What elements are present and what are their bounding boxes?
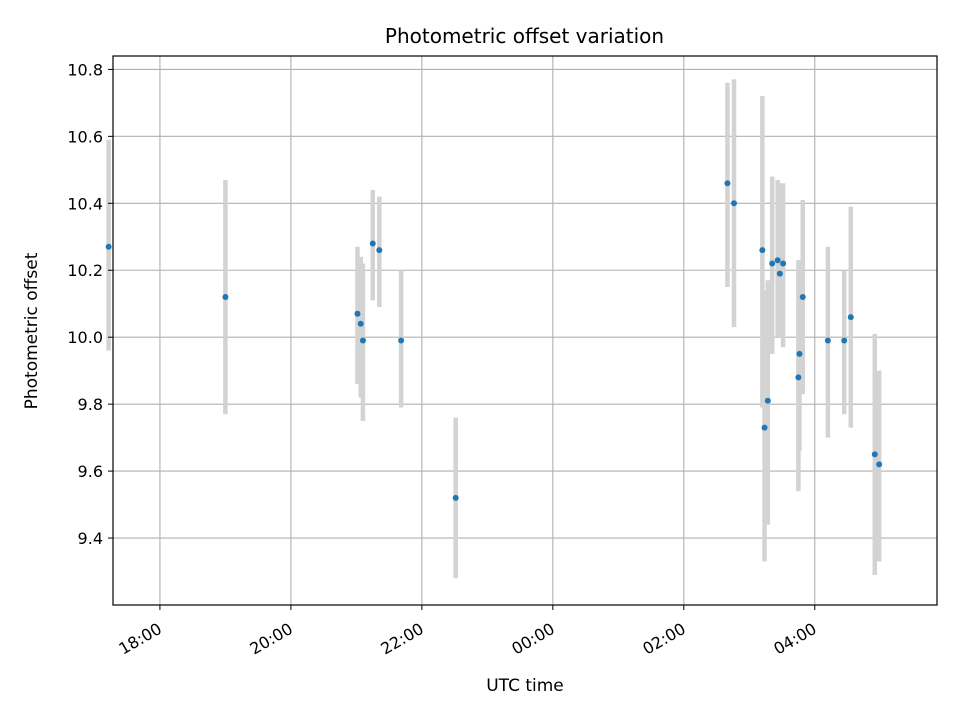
y-axis-ticks: 9.4 9.6 9.8 10.0 10.2 10.4 10.6 10.8 [67,60,113,548]
y-tick-label: 10.8 [67,60,103,79]
data-point [799,294,806,301]
data-point [731,200,738,207]
data-point [359,337,366,344]
grid [113,56,937,605]
data-point [824,337,831,344]
data-point [780,260,787,267]
data-point [841,337,848,344]
data-point [376,247,383,254]
y-tick-label: 10.6 [67,127,103,146]
y-tick-label: 9.6 [78,462,103,481]
data-point [398,337,405,344]
y-tick-label: 10.4 [67,194,103,213]
data-point [796,350,803,357]
data-point [222,294,229,301]
data-point [354,310,361,317]
y-axis-label: Photometric offset [22,252,42,409]
y-tick-label: 9.8 [78,395,103,414]
data-point [847,314,854,321]
data-point [759,247,766,254]
data-point [369,240,376,247]
data-point [776,270,783,277]
data-point [774,257,781,264]
data-point [795,374,802,381]
data-point [769,260,776,267]
x-axis-label: UTC time [486,676,564,696]
y-tick-label: 10.2 [67,261,103,280]
data-point [105,243,112,250]
chart-title: Photometric offset variation [385,24,664,48]
data-point [452,494,459,501]
data-point [876,461,883,468]
y-tick-label: 10.0 [67,328,103,347]
data-points [105,180,883,501]
y-tick-label: 9.4 [78,529,103,548]
data-point [764,397,771,404]
data-point [871,451,878,458]
data-point [357,320,364,327]
plot-area-frame [112,55,938,606]
data-point [724,180,731,187]
data-point [761,424,768,431]
